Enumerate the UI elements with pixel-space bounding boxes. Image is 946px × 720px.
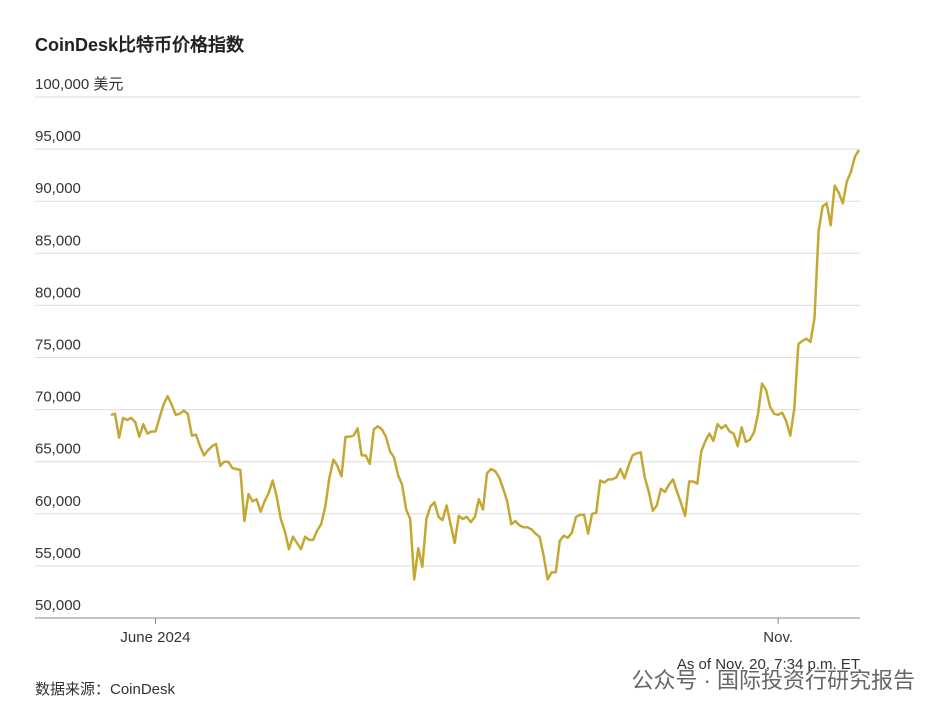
y-tick-label: 90,000	[35, 180, 81, 197]
y-tick-label: 50,000	[35, 597, 81, 614]
watermark: 公众号 · 国际投资行研究报告	[631, 668, 915, 693]
y-tick-label: 55,000	[35, 545, 81, 562]
x-tick-label: June 2024	[120, 629, 190, 646]
y-tick-label: 60,000	[35, 493, 81, 510]
y-tick-label: 95,000	[35, 128, 81, 145]
y-tick-label: 75,000	[35, 336, 81, 353]
y-tick-label: 70,000	[35, 389, 81, 406]
y-tick-label: 100,000 美元	[35, 76, 123, 93]
y-tick-label: 65,000	[35, 441, 81, 458]
price-line	[110, 149, 861, 581]
y-tick-label: 85,000	[35, 232, 81, 249]
note: As of Nov. 20, 7:34 p.m. ET	[677, 656, 860, 673]
x-tick-label: Nov.	[763, 629, 793, 646]
source: 数据来源：CoinDesk	[35, 681, 176, 698]
y-tick-label: 80,000	[35, 284, 81, 301]
chart-title: CoinDesk比特币价格指数	[35, 34, 245, 55]
